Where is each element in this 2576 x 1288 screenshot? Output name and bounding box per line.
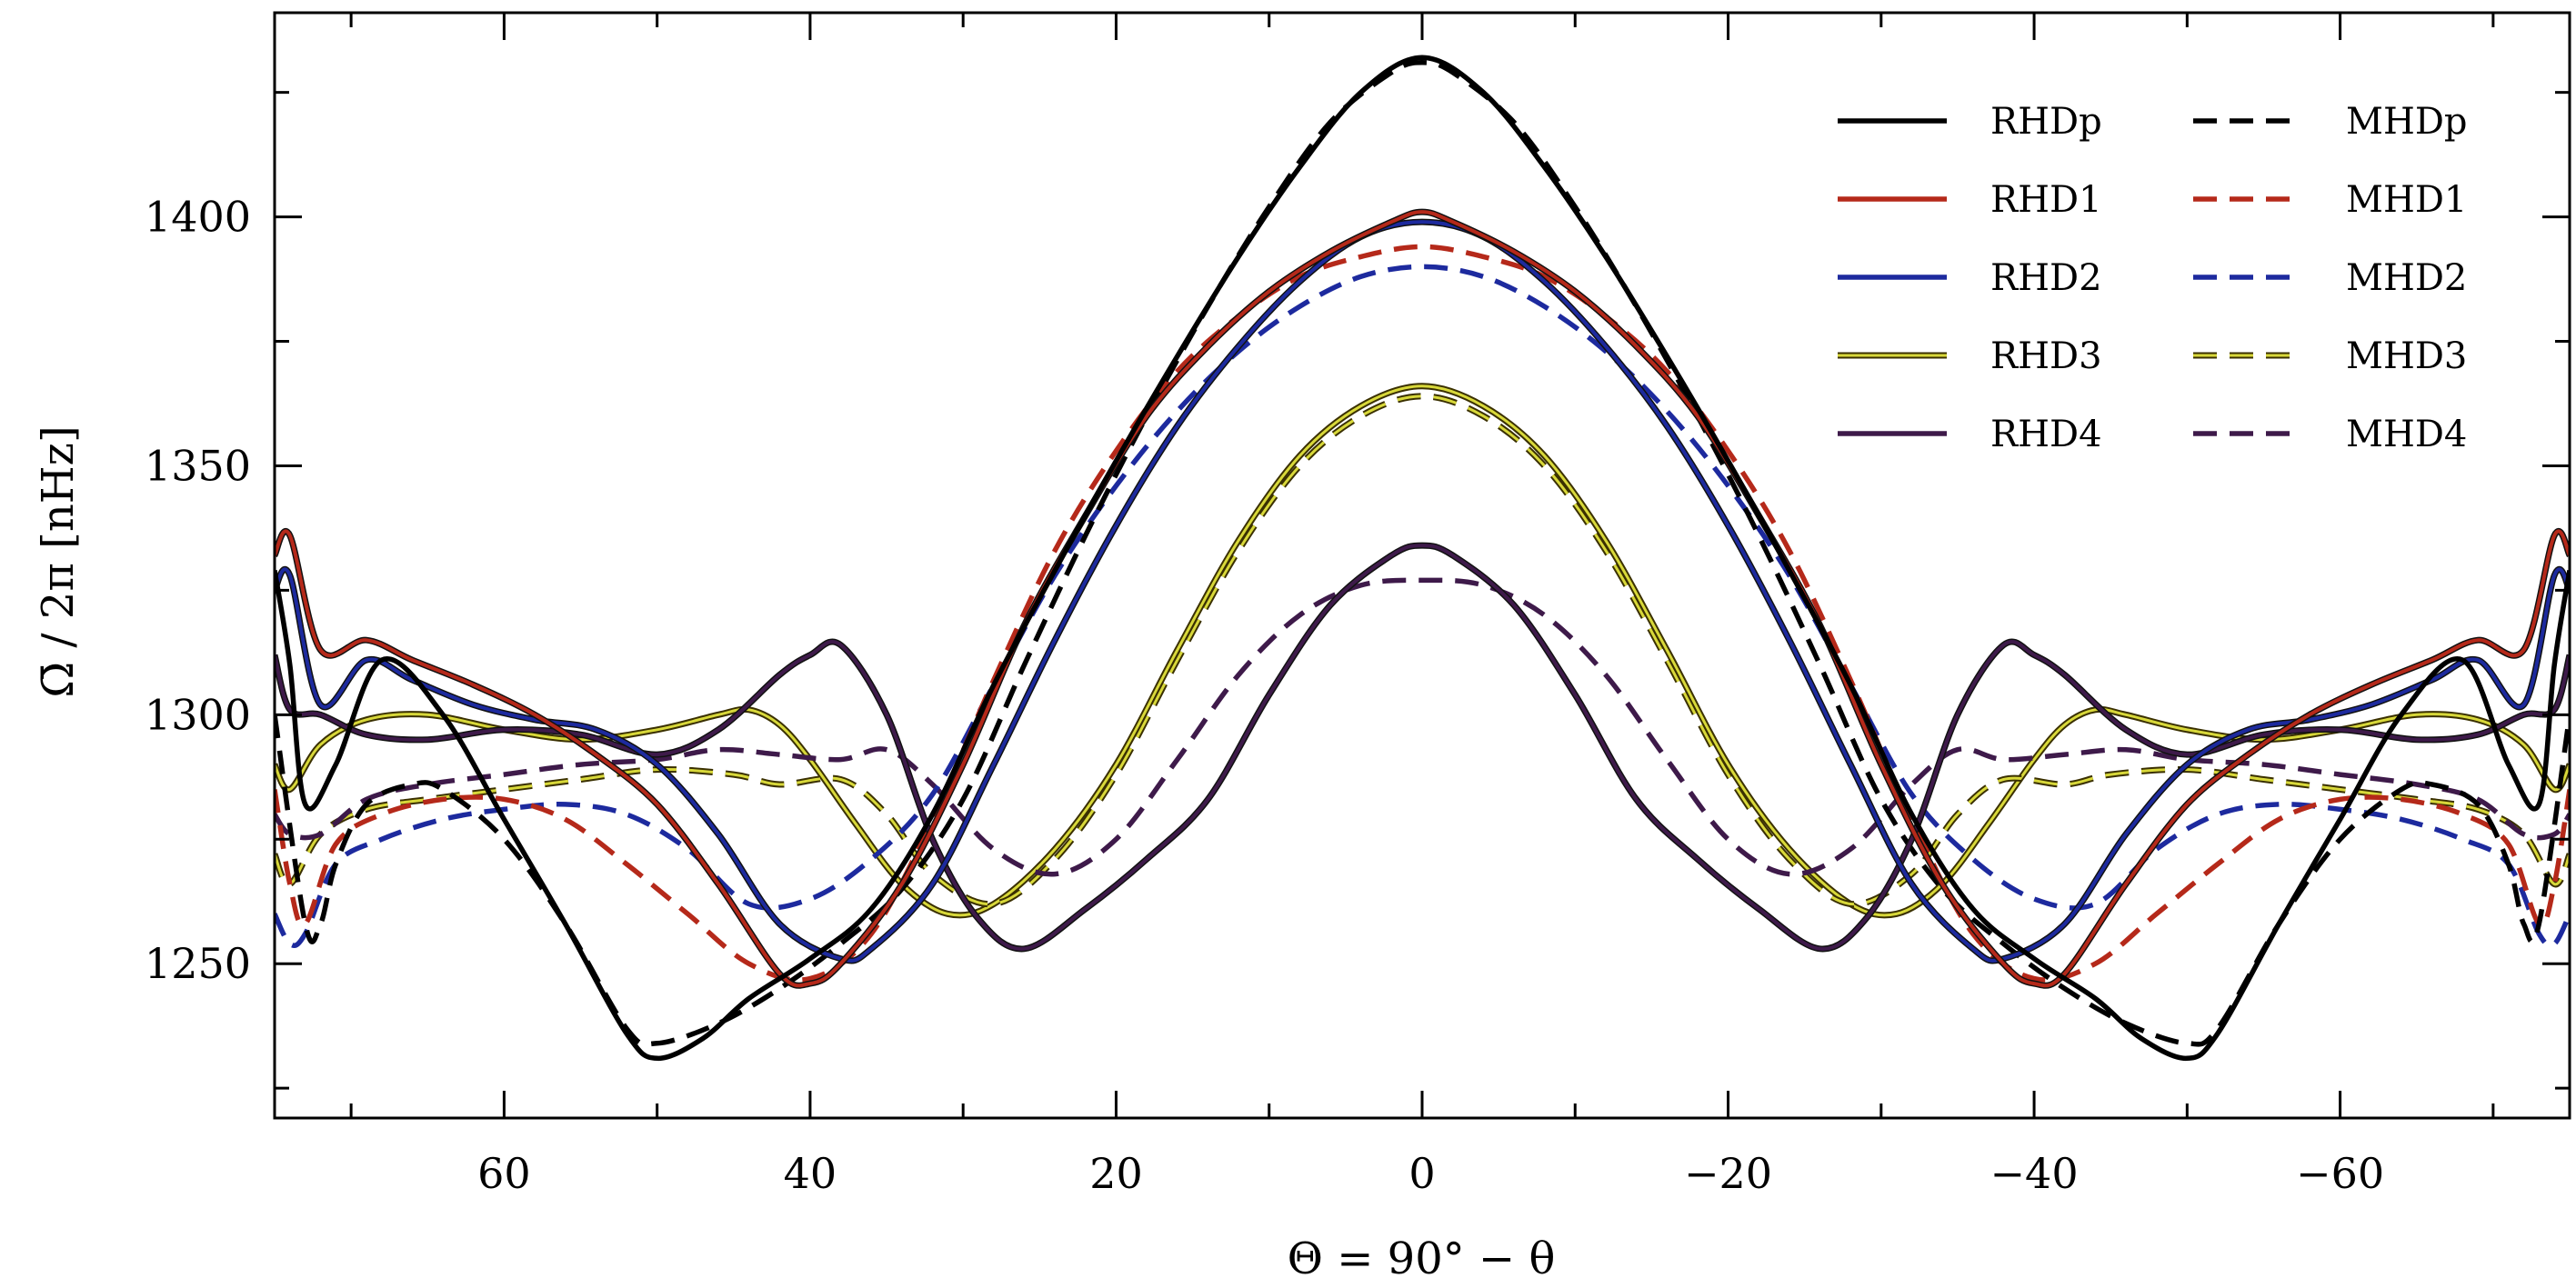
x-tick-label: −20	[1684, 1149, 1772, 1198]
legend-entry-rhd1: RHD1	[1838, 179, 2102, 221]
legend-label: MHDp	[2346, 101, 2468, 143]
legend-entry-mhd3: MHD3	[2193, 335, 2467, 377]
y-tick-labels: 1250 1300 1350 1400	[145, 193, 251, 989]
y-tick-label: 1400	[145, 193, 251, 242]
legend-label: RHD1	[1990, 179, 2102, 221]
legend-label: MHD4	[2346, 414, 2467, 455]
legend-entry-mhd2: MHD2	[2193, 257, 2467, 299]
series-mhd1-line	[275, 244, 2570, 983]
legend-entry-mhdp: MHDp	[2193, 101, 2468, 143]
legend-entry-rhdp: RHDp	[1838, 101, 2102, 143]
legend-entry-rhd2: RHD2	[1838, 257, 2102, 299]
x-axis-title: Θ = 90° − θ	[1288, 1233, 1556, 1284]
y-tick-label: 1300	[145, 690, 251, 739]
y-tick-label: 1350	[145, 441, 251, 490]
series-mhd2-line	[275, 264, 2570, 948]
legend-label: MHD1	[2346, 179, 2467, 221]
x-tick-label: −40	[1990, 1149, 2079, 1198]
series-rhd3-line	[275, 384, 2570, 917]
x-tick-label: −60	[2296, 1149, 2384, 1198]
legend-label: RHDp	[1990, 101, 2102, 143]
tick-layer	[275, 13, 2570, 1118]
x-tick-label: 60	[477, 1149, 531, 1198]
legend-label: MHD3	[2346, 335, 2467, 377]
x-tick-label: 40	[784, 1149, 837, 1198]
series-mhd4-line	[275, 577, 2570, 877]
x-tick-label: 20	[1089, 1149, 1143, 1198]
x-tick-labels: 60 40 20 0 −20 −40 −60	[477, 1149, 2384, 1198]
legend-entry-rhd3: RHD3	[1838, 335, 2102, 377]
legend-label: RHD2	[1990, 257, 2102, 299]
series-rhd2-line	[275, 220, 2570, 963]
legend-entry-mhd4: MHD4	[2193, 414, 2467, 455]
series-layer	[275, 55, 2570, 1062]
legend-entry-mhd1: MHD1	[2193, 179, 2467, 221]
x-tick-label: 0	[1408, 1149, 1435, 1198]
legend-label: RHD3	[1990, 335, 2102, 377]
legend-label: RHD4	[1990, 414, 2102, 455]
series-rhd4-line	[275, 544, 2570, 951]
series-rhd1-line	[275, 210, 2570, 988]
legend: RHDp RHD1 RHD2 RHD3 RHD4 MHDp MHD1 MHD2 MHD3 MHD4	[1838, 101, 2468, 455]
legend-label: MHD2	[2346, 257, 2467, 299]
series-mhd3-line	[275, 394, 2570, 906]
legend-entry-rhd4: RHD4	[1838, 414, 2102, 455]
y-tick-label: 1250	[145, 939, 251, 988]
series-rhdp-line	[275, 55, 2570, 1062]
y-axis-title: Ω̄ / 2π [nHz]	[33, 425, 84, 697]
